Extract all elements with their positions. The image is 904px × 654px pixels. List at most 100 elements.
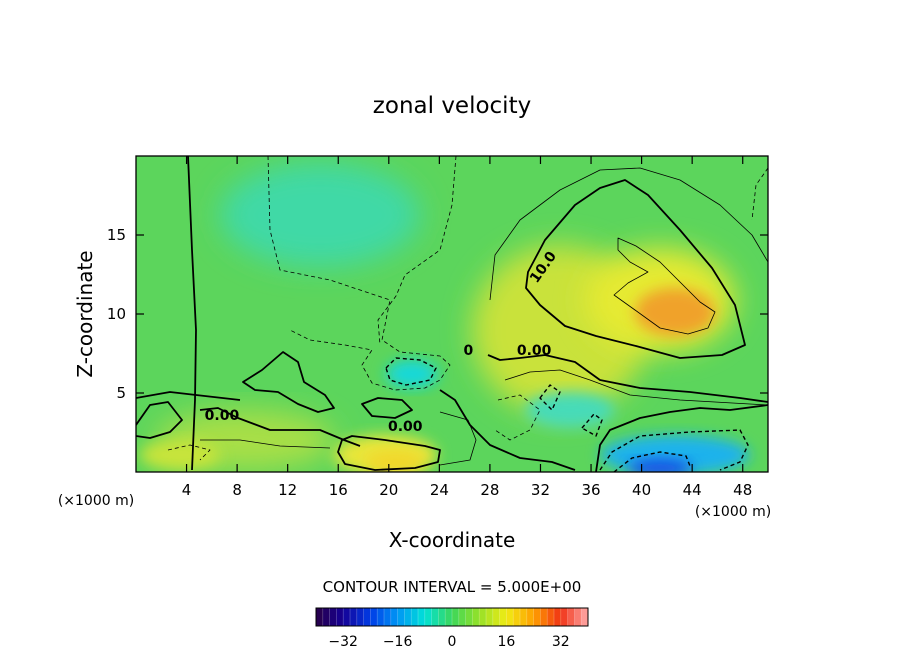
colorbar-segment	[322, 608, 330, 626]
x-tick-label: 36	[581, 481, 600, 499]
colorbar-segment	[370, 608, 378, 626]
colorbar-tick-label: 16	[497, 634, 515, 650]
contour-label: 0.00	[517, 343, 552, 359]
x-tick-label: 32	[531, 481, 550, 499]
colorbar-segment	[316, 608, 324, 626]
colorbar-segment	[377, 608, 385, 626]
colorbar-segment	[336, 608, 344, 626]
plot-area	[136, 156, 768, 472]
colorbar: −32 −16 0 16 32	[315, 607, 589, 650]
chart-title: zonal velocity	[373, 93, 531, 119]
y-axis-ticks: 5 10 15	[107, 226, 768, 402]
contour-line	[187, 156, 197, 471]
colorbar-segment	[458, 608, 466, 626]
field-blobs	[140, 163, 750, 472]
colorbar-frame	[315, 607, 589, 627]
x-axis-label: X-coordinate	[389, 528, 516, 552]
colorbar-segment	[424, 608, 432, 626]
colorbar-segment	[533, 608, 541, 626]
colorbar-tick-label: 0	[448, 634, 457, 650]
colorbar-segment	[445, 608, 453, 626]
x-tick-label: 12	[278, 481, 297, 499]
colorbar-segment	[499, 608, 507, 626]
x-tick-label: 28	[480, 481, 499, 499]
colorbar-tick-label: 32	[552, 634, 570, 650]
contour-line	[136, 401, 183, 439]
colorbar-segment	[506, 608, 514, 626]
colorbar-segment	[547, 608, 555, 626]
x-tick-label: 48	[733, 481, 752, 499]
x-tick-label: 40	[632, 481, 651, 499]
negative-contour-line	[494, 394, 541, 441]
contour-line	[595, 404, 768, 472]
colorbar-segment	[350, 608, 358, 626]
field-blob	[140, 440, 220, 470]
x-tick-label: 8	[232, 481, 242, 499]
x-tick-label: 44	[683, 481, 702, 499]
negative-contour-line	[599, 429, 749, 471]
colorbar-segment	[343, 608, 351, 626]
y-tick-label: 15	[107, 226, 126, 244]
colorbar-segment	[581, 608, 589, 626]
y-axis-label: Z-coordinate	[73, 250, 97, 377]
x-axis-unit-right: (×1000 m)	[695, 504, 771, 520]
contour-line	[361, 397, 413, 419]
contour-lines	[136, 156, 768, 472]
negative-contour-line	[613, 451, 691, 472]
colorbar-segment	[486, 608, 494, 626]
colorbar-segment	[390, 608, 398, 626]
colorbar-segment	[567, 608, 575, 626]
colorbar-segment	[438, 608, 446, 626]
x-axis-ticks: 4 8 12 16 20 24 28 32 36 40 44 48	[182, 156, 752, 499]
colorbar-segment	[520, 608, 528, 626]
x-tick-label: 20	[379, 481, 398, 499]
contour-line	[200, 439, 331, 449]
contour-label: 0.00	[205, 408, 240, 424]
x-tick-label: 24	[430, 481, 449, 499]
colorbar-segment	[452, 608, 460, 626]
colorbar-segment	[384, 608, 392, 626]
x-tick-label: 4	[182, 481, 192, 499]
colorbar-tick-label: −32	[328, 634, 358, 650]
field-blob	[525, 392, 615, 428]
negative-contour-line	[581, 413, 603, 437]
colorbar-segment	[574, 608, 582, 626]
colorbar-segment	[329, 608, 337, 626]
contour-line	[504, 369, 768, 406]
field-blob	[628, 459, 692, 472]
negative-contour-line	[539, 384, 561, 411]
colorbar-segment	[431, 608, 439, 626]
negative-contour-line	[385, 357, 437, 386]
contour-line	[439, 389, 576, 471]
negative-contour-line	[267, 156, 451, 391]
contour-line	[439, 411, 477, 466]
colorbar-segment	[465, 608, 473, 626]
x-axis-unit-left: (×1000 m)	[58, 493, 134, 509]
colorbar-segment	[411, 608, 419, 626]
y-tick-label: 5	[116, 384, 126, 402]
contour-line	[337, 435, 441, 471]
contour-line	[136, 391, 241, 401]
colorbar-segment	[363, 608, 371, 626]
colorbar-tick-label: −16	[383, 634, 413, 650]
y-tick-label: 10	[107, 305, 126, 323]
field-blob	[386, 360, 438, 388]
colorbar-segment	[479, 608, 487, 626]
contour-line	[487, 354, 768, 403]
field-blob	[365, 451, 425, 472]
colorbar-segment	[418, 608, 426, 626]
colorbar-segment	[554, 608, 562, 626]
field-blob	[635, 288, 715, 336]
contour-label: 0	[464, 343, 474, 359]
negative-contour-line	[751, 167, 768, 221]
colorbar-segment	[526, 608, 534, 626]
colorbar-segment	[513, 608, 521, 626]
contour-line	[489, 167, 768, 301]
colorbar-segment	[397, 608, 405, 626]
contour-line	[525, 179, 746, 359]
colorbar-segment	[492, 608, 500, 626]
x-tick-label: 16	[329, 481, 348, 499]
colorbar-segment	[560, 608, 568, 626]
colorbar-segment	[356, 608, 364, 626]
